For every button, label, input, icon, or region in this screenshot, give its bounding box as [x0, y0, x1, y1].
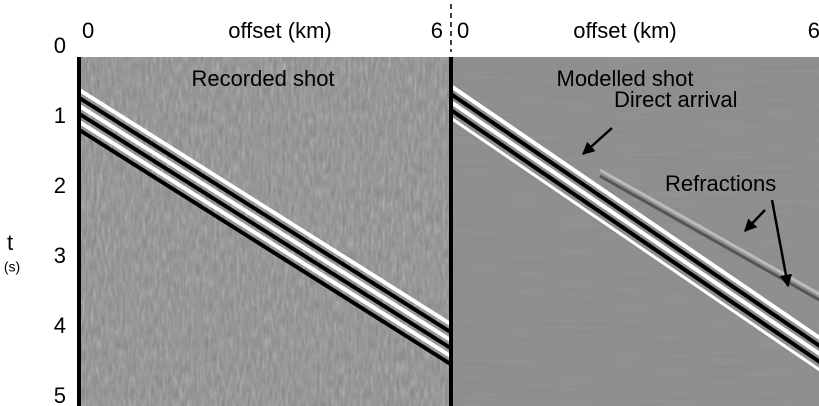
modelled-image	[453, 57, 819, 406]
x-tick-label: 6	[431, 18, 443, 43]
y-tick-label: 3	[54, 243, 66, 268]
y-tick-label: 2	[54, 173, 66, 198]
arrows	[582, 127, 793, 288]
annotation: Direct arrival	[614, 87, 737, 112]
y-tick-label: 4	[54, 313, 66, 338]
x-tick-label: 0	[457, 18, 469, 43]
y-axis-unit: (s)	[4, 259, 20, 275]
annotation: Refractions	[665, 171, 776, 196]
x-axis-label: offset (km)	[228, 18, 332, 43]
y-tick-label: 5	[54, 383, 66, 406]
x-tick-label: 6	[808, 18, 819, 43]
y-axis-label: t	[7, 230, 13, 255]
panel-title: Modelled shot	[557, 66, 694, 91]
x-axis-label: offset (km)	[573, 18, 677, 43]
panel-title: Recorded shot	[191, 66, 334, 91]
recorded-image	[80, 57, 449, 406]
y-tick-label: 0	[54, 33, 66, 58]
x-tick-label: 0	[82, 18, 94, 43]
y-tick-label: 1	[54, 103, 66, 128]
